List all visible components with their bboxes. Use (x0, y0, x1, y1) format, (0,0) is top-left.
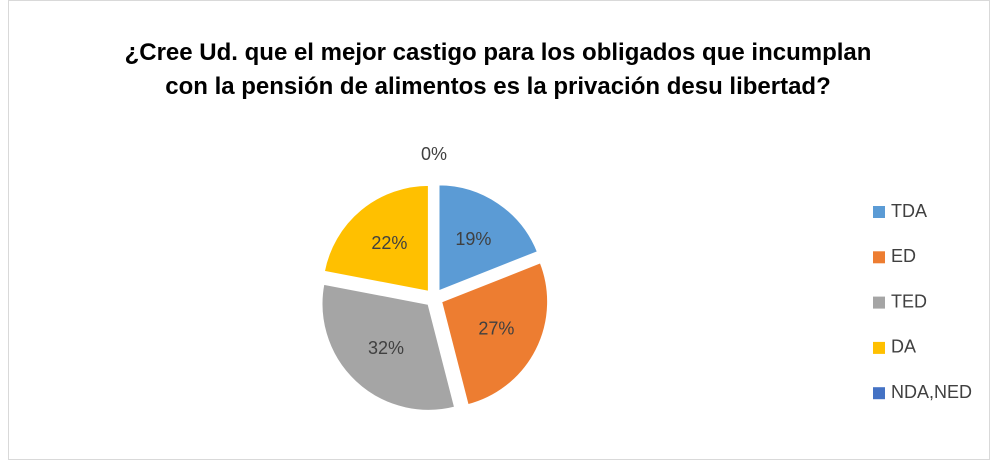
data-label: 0% (421, 144, 447, 164)
legend-label: ED (891, 246, 916, 266)
legend-label: DA (891, 337, 916, 357)
data-label: 19% (455, 229, 491, 249)
legend-label: TED (891, 291, 927, 311)
pie-slice (437, 183, 540, 293)
data-label: 22% (371, 233, 407, 253)
chart-title: ¿Cree Ud. que el mejor castigo para los … (124, 39, 872, 100)
legend-swatch (873, 387, 885, 400)
legend-label: NDA,NED (891, 382, 972, 402)
legend-swatch (873, 206, 885, 218)
data-label: 32% (368, 338, 404, 358)
legend-label: TDA (891, 201, 927, 221)
legend-swatch (873, 251, 885, 264)
data-label: 27% (478, 319, 514, 339)
pie-slice (322, 183, 430, 294)
legend-swatch (873, 341, 885, 354)
legend-swatch (873, 296, 885, 309)
pie-slice (320, 282, 457, 412)
pie-slice (439, 260, 550, 407)
